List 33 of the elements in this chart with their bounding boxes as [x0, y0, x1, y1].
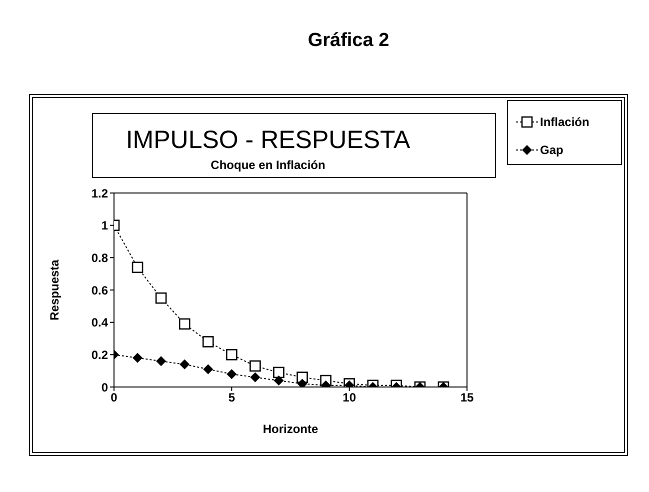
x-tick-label: 0	[110, 390, 118, 405]
point	[273, 366, 284, 378]
legend-label: Inflación	[540, 115, 590, 129]
x-tick-label: 10	[342, 390, 356, 405]
legend-label: Gap	[540, 143, 564, 157]
point	[297, 378, 308, 387]
point	[178, 318, 190, 330]
point	[226, 349, 238, 360]
y-tick-label: 1.2	[91, 186, 108, 200]
point	[250, 360, 261, 372]
point	[203, 364, 214, 374]
point	[155, 292, 167, 304]
x-tick-label: 15	[460, 390, 474, 405]
point	[274, 376, 284, 386]
x-axis-title: Horizonte	[262, 422, 318, 436]
y-tick-label: 0.8	[91, 250, 108, 265]
point	[156, 356, 166, 366]
x-tick-label: 5	[228, 390, 236, 405]
y-tick-label: 0	[101, 380, 108, 394]
point	[202, 336, 214, 348]
y-tick-label: 0.2	[91, 348, 108, 362]
y-tick-label: 0.4	[91, 316, 108, 330]
point	[132, 262, 144, 274]
point	[180, 359, 190, 370]
point	[250, 372, 260, 382]
chart-subtitle: Choque en Inflación	[210, 158, 326, 173]
chart-title: IMPULSO - RESPUESTA	[124, 126, 412, 154]
point	[132, 352, 143, 363]
y-axis-title: Respuesta	[47, 259, 62, 320]
text: Gráfica 2	[306, 30, 390, 52]
y-tick-label: 1	[101, 218, 108, 233]
y-tick-label: 0.6	[91, 283, 108, 298]
point	[226, 369, 237, 380]
